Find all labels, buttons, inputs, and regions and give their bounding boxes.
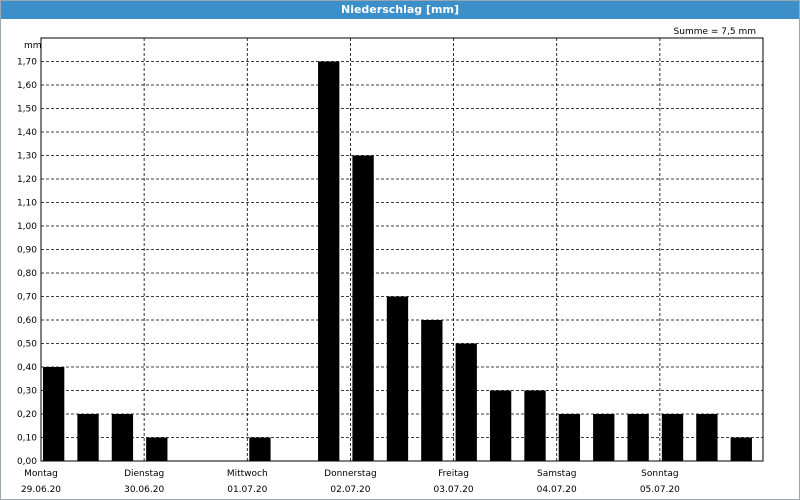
precipitation-bar	[696, 414, 718, 461]
precipitation-bar	[627, 414, 649, 461]
precipitation-bar	[661, 414, 684, 461]
y-tick-label: 0,50	[17, 340, 37, 350]
x-tick-day-name: Sonntag	[641, 469, 678, 479]
bars	[43, 61, 752, 461]
y-tick-label: 0,30	[17, 387, 37, 397]
x-tick-day-name: Freitag	[438, 469, 469, 479]
precipitation-bar	[730, 437, 752, 461]
x-tick-day-name: Dienstag	[124, 469, 164, 479]
x-tick-date: 05.07.20	[640, 485, 680, 495]
precipitation-bar	[111, 414, 134, 461]
precipitation-bar	[421, 320, 443, 461]
y-tick-label: 1,70	[17, 58, 37, 68]
y-tick-label: 1,50	[17, 105, 37, 115]
precipitation-bar	[593, 414, 615, 461]
y-tick-label: 0,80	[17, 269, 37, 279]
x-tick-date: 01.07.20	[227, 485, 267, 495]
x-tick-day-name: Montag	[24, 469, 58, 479]
x-tick-date: 02.07.20	[330, 485, 370, 495]
precipitation-bar	[386, 296, 409, 461]
x-tick-day-name: Donnerstag	[324, 469, 377, 479]
x-tick-day-name: Mittwoch	[227, 469, 268, 479]
y-tick-label: 0,90	[17, 246, 37, 256]
y-tick-label: 1,00	[17, 222, 37, 232]
y-tick-labels: 0,00 0,10 0,20 0,30 0,40 0,50 0,60 0,70 0,80 0,90…	[17, 58, 37, 468]
precipitation-bar	[43, 367, 65, 461]
x-tick-date: 03.07.20	[434, 485, 474, 495]
plot-border	[40, 37, 764, 462]
precipitation-bar	[352, 155, 374, 461]
chart-title: Niederschlag [mm]	[1, 1, 799, 19]
y-tick-label: 0,70	[17, 293, 37, 303]
y-tick-label: 1,20	[17, 175, 37, 185]
precipitation-bar	[524, 390, 546, 461]
y-tick-label: 1,30	[17, 152, 37, 162]
y-tick-label: 0,40	[17, 363, 37, 373]
y-tick-label: 1,40	[17, 128, 37, 138]
precipitation-bar	[489, 390, 512, 461]
y-axis-unit-label: mm	[24, 41, 42, 51]
precipitation-bar	[249, 437, 271, 461]
precipitation-bar	[318, 61, 340, 461]
y-tick-label: 0,20	[17, 410, 37, 420]
y-tick-label: 1,60	[17, 81, 37, 91]
y-tick-label: 0,00	[17, 457, 37, 467]
x-tick-date: 30.06.20	[124, 485, 164, 495]
y-tick-label: 1,10	[17, 199, 37, 209]
sum-annotation: Summe = 7,5 mm	[674, 27, 756, 37]
y-tick-label: 0,60	[17, 316, 37, 326]
x-tick-date: 04.07.20	[537, 485, 577, 495]
x-tick-date: 29.06.20	[21, 485, 61, 495]
x-tick-day-name: Samstag	[537, 469, 576, 479]
precipitation-bar	[77, 414, 99, 461]
precipitation-bar	[455, 343, 477, 461]
x-tick-labels: Montag 29.06.20 Dienstag 30.06.20 Mittwoch 01…	[21, 469, 680, 495]
y-tick-label: 0,10	[17, 434, 37, 444]
precipitation-bar	[558, 414, 581, 461]
precipitation-bar	[146, 437, 168, 461]
